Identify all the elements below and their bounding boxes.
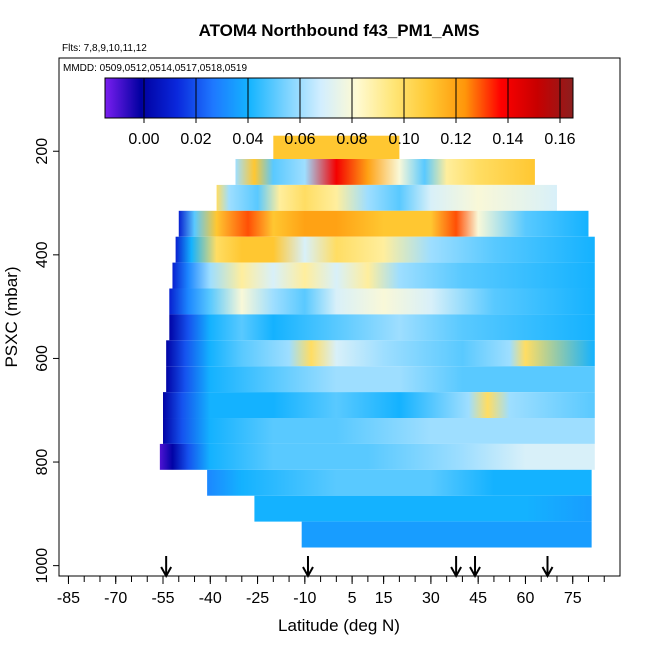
x-axis-label: Latitude (deg N) <box>278 616 400 635</box>
heatmap-layer <box>163 392 595 419</box>
turnaround-arrow <box>302 556 314 579</box>
x-tick-label: -25 <box>246 590 269 607</box>
heatmap-layer <box>216 184 557 211</box>
plot-frame <box>58 57 621 577</box>
colorbar-tick-label: 0.14 <box>492 131 523 148</box>
x-tick-label: 45 <box>469 590 487 607</box>
colorbar-gradient <box>104 77 574 119</box>
heatmap-layer <box>175 236 595 263</box>
colorbar: 0.00 0.02 0.04 0.06 0.08 0.10 0.12 0.14 0.16 <box>104 77 576 148</box>
colorbar-tick-label: 0.04 <box>232 131 263 148</box>
chart-title: ATOM4 Northbound f43_PM1_AMS <box>199 21 480 40</box>
heatmap-layer <box>166 340 595 367</box>
x-tick-label: 75 <box>564 590 582 607</box>
colorbar-tick-label: 0.02 <box>180 131 211 148</box>
x-tick-label: -70 <box>104 590 127 607</box>
turnaround-arrow <box>469 556 481 579</box>
heatmap-layer <box>166 366 595 393</box>
colorbar-tick-label: 0.16 <box>544 131 575 148</box>
colorbar-tick-label: 0.08 <box>336 131 367 148</box>
heatmap-layer <box>178 210 589 237</box>
x-tick-label: 15 <box>375 590 393 607</box>
y-axis-label: PSXC (mbar) <box>2 266 21 367</box>
x-tick-label: 5 <box>348 590 357 607</box>
turnaround-arrow <box>450 556 462 579</box>
turnaround-arrows <box>160 556 554 579</box>
plot-area: MMDD: 0509,0512,0514,0517,0518,0519 0.00… <box>58 57 621 579</box>
heatmap-layer <box>172 262 595 289</box>
y-tick-label: 1000 <box>34 548 51 584</box>
y-tick-label: 800 <box>34 449 51 476</box>
x-axis: -85 -70 -55 -40 -25 -10 5 15 30 45 60 75 <box>57 576 605 607</box>
heatmap-layer <box>169 314 595 341</box>
heatmap-layer <box>273 135 400 160</box>
x-tick-label: -55 <box>151 590 174 607</box>
flights-note: Flts: 7,8,9,10,11,12 <box>62 43 147 54</box>
heatmap-layers <box>159 135 595 548</box>
heatmap-layer <box>254 495 592 522</box>
x-tick-label: -10 <box>293 590 316 607</box>
colorbar-tick-label: 0.00 <box>128 131 159 148</box>
turnaround-arrow <box>541 556 554 579</box>
x-tick-label: -85 <box>57 590 80 607</box>
heatmap-layer <box>235 159 535 185</box>
y-tick-label: 600 <box>34 345 51 372</box>
heatmap-layer <box>207 469 592 496</box>
x-tick-label: 30 <box>422 590 440 607</box>
turnaround-arrow <box>160 556 173 579</box>
heatmap-layer <box>169 288 595 315</box>
heatmap-layer <box>163 418 595 444</box>
heatmap-layer <box>159 443 595 470</box>
colorbar-tick-label: 0.10 <box>388 131 419 148</box>
dates-note: MMDD: 0509,0512,0514,0517,0518,0519 <box>63 63 247 74</box>
y-tick-label: 400 <box>34 241 51 268</box>
x-tick-label: -40 <box>199 590 222 607</box>
heatmap-layer <box>301 521 592 548</box>
colorbar-tick-label: 0.06 <box>284 131 315 148</box>
y-axis: 200 400 600 800 1000 <box>34 138 59 584</box>
x-tick-label: 60 <box>517 590 535 607</box>
colorbar-tick-label: 0.12 <box>440 131 471 148</box>
y-tick-label: 200 <box>34 138 51 165</box>
